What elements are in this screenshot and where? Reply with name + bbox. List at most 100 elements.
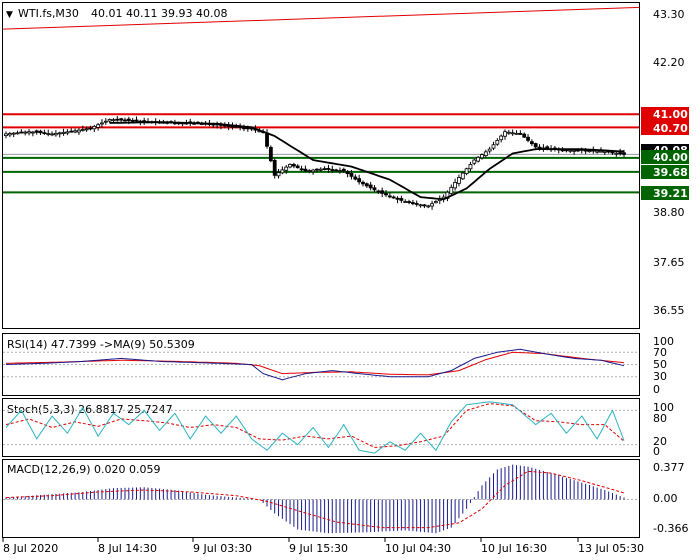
time-tick: 13 Jul 05:30	[578, 542, 644, 555]
candle-body	[265, 132, 269, 147]
candle-body	[449, 186, 454, 194]
symbol-label: WTI.fs,M30	[18, 7, 79, 20]
candle-body	[422, 204, 427, 207]
price-plot	[2, 6, 640, 210]
candle-body	[391, 196, 396, 199]
candle-body	[349, 172, 354, 177]
price-y-axis: 43.30 42.20 38.80 37.65 36.55	[653, 8, 685, 317]
candle-body	[430, 203, 434, 207]
candle-body	[61, 131, 66, 134]
candle-body	[111, 119, 116, 122]
candle-body	[322, 168, 327, 170]
candle-body	[495, 140, 500, 145]
candle-body	[38, 130, 43, 134]
candle-body	[130, 119, 135, 122]
candle-body	[483, 151, 488, 157]
price-y-tick: 42.20	[653, 56, 685, 69]
candle-body	[80, 129, 85, 131]
candle-body	[19, 131, 24, 134]
candle-body	[533, 143, 538, 148]
rsi-y-axis: 100 70 50 30 0	[653, 335, 674, 396]
candle-body	[410, 202, 415, 205]
rsi-title: RSI(14) 47.7399 ->MA(9) 50.5309	[7, 338, 195, 351]
candle-body	[46, 133, 51, 135]
level-tag-41-bg	[641, 107, 689, 121]
macd-signal-line	[5, 470, 625, 529]
candle-body	[42, 132, 47, 135]
candle-body	[272, 159, 277, 176]
candle-body	[73, 130, 77, 133]
candle-body	[568, 149, 573, 152]
candle-body	[460, 172, 465, 180]
candle-body	[514, 132, 519, 135]
time-tick: 10 Jul 04:30	[385, 542, 451, 555]
ohlc-label: 40.01 40.11 39.93 40.08	[91, 7, 227, 20]
candle-body	[54, 132, 58, 136]
candle-body	[522, 133, 527, 138]
candle-body	[299, 168, 304, 171]
candle-body	[595, 150, 600, 153]
candle-body	[407, 201, 411, 203]
candle-body	[487, 148, 492, 152]
candle-body	[4, 133, 8, 137]
candle-body	[399, 198, 404, 201]
candle-body	[518, 133, 523, 135]
candle-body	[123, 119, 127, 122]
time-tick: 10 Jul 16:30	[481, 542, 547, 555]
price-y-tick: 43.30	[653, 8, 685, 21]
candle-body	[476, 156, 481, 162]
candle-body	[7, 133, 12, 136]
candle-body	[30, 131, 35, 134]
stoch-y-axis: 100 80 20 0	[653, 401, 674, 458]
level-tag-41: 41.00	[653, 108, 688, 121]
candle-body	[618, 152, 623, 155]
candle-body	[11, 132, 16, 135]
candle-body	[380, 190, 385, 194]
candle-body	[27, 131, 31, 134]
candle-body	[599, 150, 603, 153]
candle-body	[403, 201, 408, 203]
candle-body	[92, 126, 97, 130]
candle-body	[610, 151, 615, 154]
candle-body	[268, 147, 273, 162]
candle-body	[506, 131, 511, 134]
candle-body	[134, 119, 139, 122]
candle-body	[280, 169, 285, 174]
candle-body	[77, 129, 81, 133]
stoch-title: Stoch(5,3,3) 26.8817 25.7247	[7, 403, 173, 416]
candle-body	[480, 154, 484, 159]
candle-body	[526, 136, 530, 141]
stoch-y-tick: 0	[653, 445, 660, 458]
rsi-y-tick: 30	[653, 370, 667, 383]
level-tag-4070-bg	[641, 121, 689, 135]
candle-body	[57, 132, 62, 135]
candle-body	[100, 122, 104, 125]
candle-body	[357, 178, 362, 183]
macd-y-tick: 0.00	[653, 492, 678, 505]
candle-body	[345, 171, 350, 175]
candle-body	[107, 119, 112, 122]
candle-body	[453, 182, 458, 189]
candle-body	[23, 131, 28, 134]
candle-body	[50, 133, 54, 136]
macd-title: MACD(12,26,9) 0.020 0.059	[7, 463, 161, 476]
candle-body	[119, 118, 124, 121]
candle-body	[468, 164, 473, 170]
time-axis: 8 Jul 2020 8 Jul 14:30 9 Jul 03:30 9 Jul…	[2, 538, 644, 555]
candle-body	[84, 128, 89, 131]
macd-plot	[3, 464, 639, 534]
candle-body	[434, 201, 438, 204]
candle-body	[65, 131, 70, 134]
level-tag-40-bg	[641, 150, 689, 164]
candle-body	[353, 176, 358, 180]
candle-body	[34, 130, 39, 133]
stoch-signal-line	[5, 403, 625, 448]
candle-body	[472, 159, 477, 164]
candle-body	[426, 205, 431, 208]
candle-body	[529, 141, 534, 145]
stoch-plot	[3, 401, 639, 454]
candle-body	[330, 169, 335, 171]
candle-body	[537, 146, 542, 149]
level-tag-3968-bg	[641, 165, 689, 179]
